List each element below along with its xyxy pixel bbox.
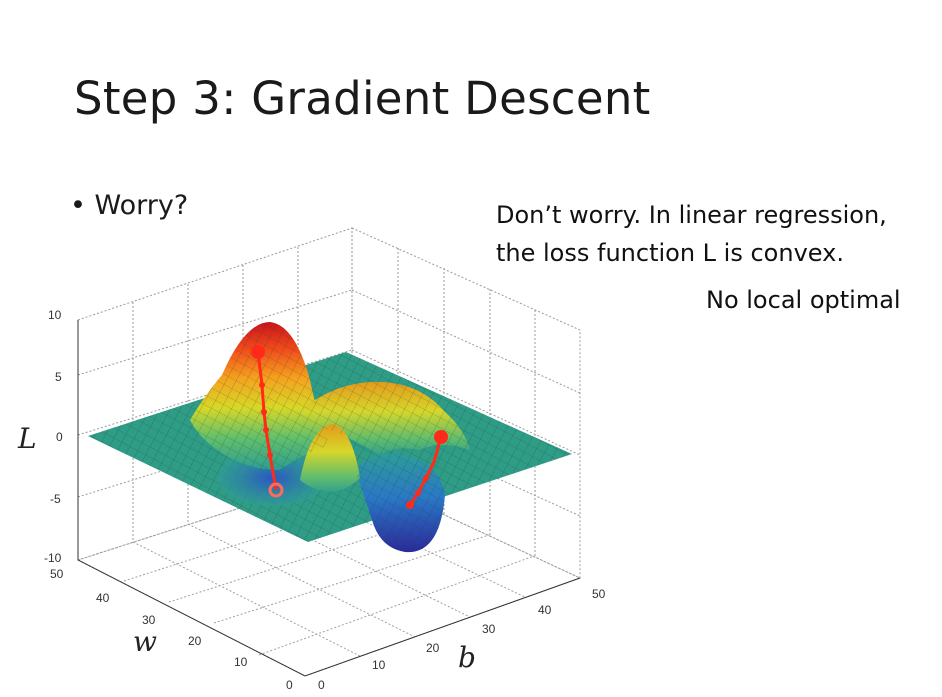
b-tick-0: 0 [318, 678, 325, 692]
z-tick-neg10: -10 [44, 551, 62, 565]
bullet-item: • Worry? [70, 190, 188, 221]
b-tick-40: 40 [538, 603, 552, 617]
w-axis-label: w [133, 625, 157, 658]
note-line-2: the loss function L is convex. [496, 239, 844, 267]
z-tick-5: 5 [55, 370, 62, 384]
bullet-marker: • [70, 190, 86, 221]
b-axis-label: b [458, 641, 476, 674]
bullet-text: Worry? [94, 190, 189, 221]
explanation-note: Don’t worry. In linear regression, the l… [496, 196, 887, 272]
b-tick-30: 30 [482, 622, 496, 636]
descent-path-right [406, 430, 448, 509]
w-tick-10: 10 [234, 655, 248, 669]
z-axis-label: L [17, 422, 37, 455]
descent-path-left [251, 345, 284, 498]
b-tick-50: 50 [592, 587, 606, 601]
note-line-1: Don’t worry. In linear regression, [496, 201, 887, 229]
z-tick-neg5: -5 [50, 492, 61, 506]
w-tick-0: 0 [286, 678, 293, 692]
b-tick-20: 20 [426, 641, 440, 655]
axes-frame [77, 320, 581, 677]
w-tick-40: 40 [96, 591, 110, 605]
b-tick-10: 10 [372, 658, 386, 672]
w-tick-20: 20 [188, 634, 202, 648]
z-tick-10: 10 [48, 308, 62, 322]
z-tick-0: 0 [56, 430, 63, 444]
slide-title: Step 3: Gradient Descent [74, 72, 651, 125]
note-line-3: No local optimal [706, 286, 901, 314]
w-tick-50: 50 [50, 567, 64, 581]
w-tick-30: 30 [142, 613, 156, 627]
